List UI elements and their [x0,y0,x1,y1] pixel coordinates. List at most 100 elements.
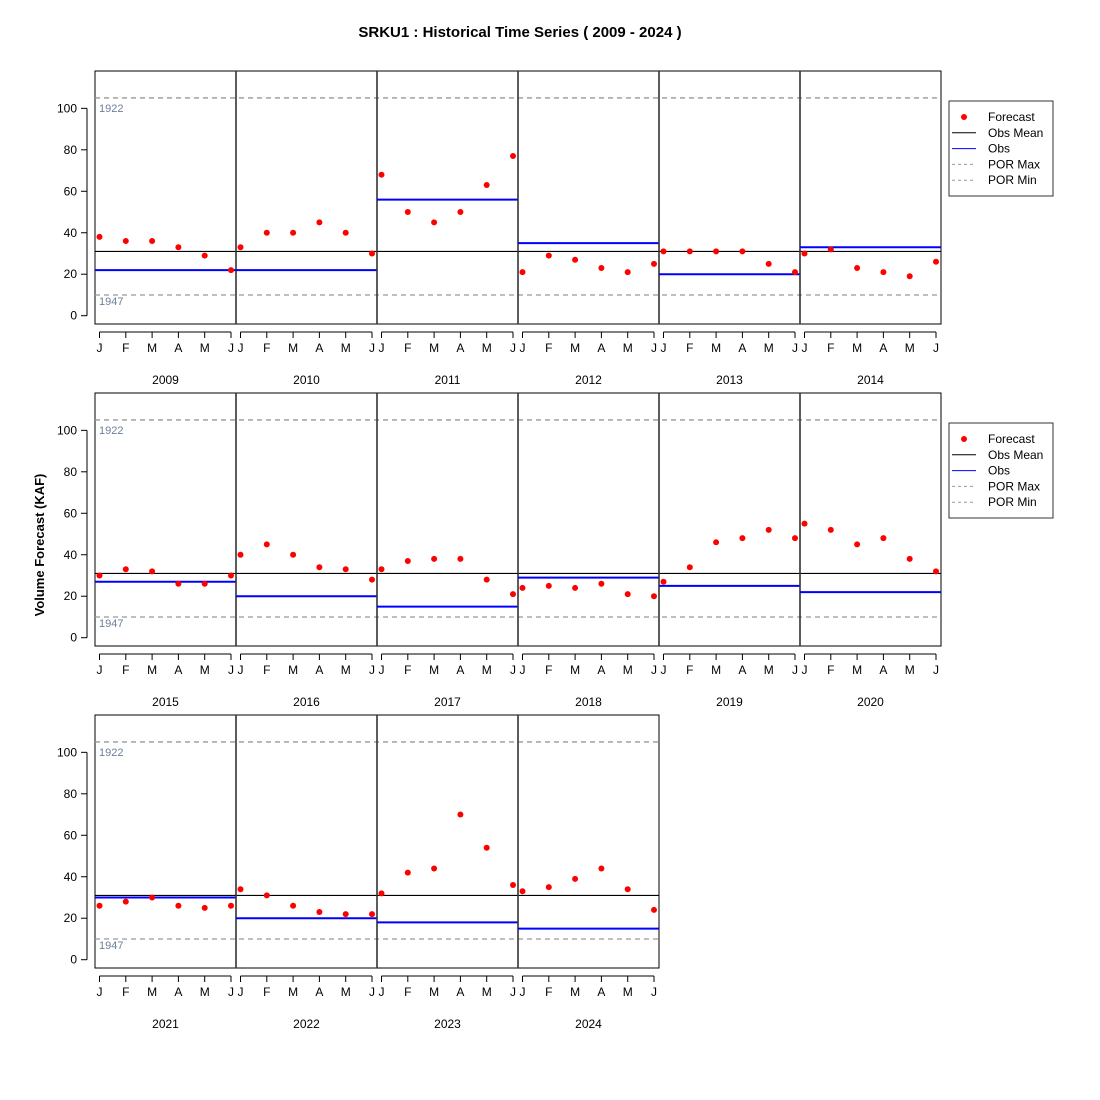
forecast-point [880,535,887,542]
forecast-point [228,267,234,274]
year-label: 2010 [293,373,320,387]
forecast-point [739,535,746,542]
x-tick-label: M [429,663,439,677]
forecast-point [201,580,208,587]
x-tick-label: F [122,341,129,355]
x-tick-label: A [315,985,323,999]
year-label: 2017 [434,695,461,709]
forecast-point [801,250,808,257]
year-panel-2016: J F M A M J 2016 [235,393,377,709]
y-tick-label: 100 [57,101,77,115]
forecast-point [404,209,411,216]
year-label: 2013 [716,373,743,387]
forecast-point [510,153,516,160]
forecast-point [237,244,244,251]
panel-row-1: 1922 1947 0 20 40 60 80 100 J F M A M J 2009 J F M A M J 2010… [57,70,942,387]
year-panel-2015: J F M A M J 2015 [95,566,236,709]
forecast-point [457,209,464,216]
forecast-point [175,244,182,251]
x-tick-label: A [738,341,746,355]
forecast-point [545,884,552,891]
x-tick-label: M [147,663,157,677]
forecast-point [906,273,913,280]
x-tick-label: A [174,341,182,355]
forecast-point [765,260,772,267]
forecast-point [686,564,693,571]
forecast-point [201,904,208,911]
y-tick-label: 20 [64,911,78,925]
forecast-point [316,909,323,916]
forecast-point [201,252,208,259]
forecast-point [765,526,772,533]
forecast-point [96,233,103,240]
forecast-point [880,269,887,276]
forecast-point [519,584,526,591]
x-tick-label: M [852,341,862,355]
x-tick-label: J [379,341,385,355]
year-label: 2020 [857,695,884,709]
forecast-point [404,557,411,564]
x-tick-label: F [263,985,270,999]
legend-label: Obs [988,142,1010,156]
x-tick-label: F [122,663,129,677]
y-tick-label: 100 [57,423,77,437]
y-tick-label: 60 [64,506,78,520]
forecast-point [624,269,631,276]
x-tick-label: M [429,985,439,999]
x-tick-label: A [456,663,464,677]
year-label: 2024 [575,1017,602,1031]
forecast-point [457,555,464,562]
forecast-point [263,541,270,548]
forecast-point [598,865,605,872]
year-panel-2017: J F M A M J 2017 [376,393,518,709]
x-tick-label: M [570,341,580,355]
forecast-point [801,520,808,527]
x-tick-label: M [852,663,862,677]
x-tick-label: M [147,341,157,355]
forecast-point [483,182,490,189]
x-tick-label: F [404,663,411,677]
forecast-point [378,171,385,178]
forecast-point [510,882,516,889]
forecast-point [827,246,834,253]
x-tick-label: M [905,663,915,677]
x-tick-label: A [879,663,887,677]
year-label: 2019 [716,695,743,709]
por-max-year-label: 1922 [99,747,123,759]
x-tick-label: J [238,663,244,677]
panel-row-3: 1922 1947 0 20 40 60 80 100 J F M A M J 2021 J F M A M J 2022… [57,714,660,1031]
x-tick-label: J [379,985,385,999]
forecast-point [660,578,667,585]
forecast-point [122,898,129,905]
forecast-point [906,555,913,562]
x-tick-label: M [570,985,580,999]
legend-label: POR Max [988,479,1040,493]
forecast-point [369,250,375,257]
legend-label: Forecast [988,432,1035,446]
forecast-point [483,576,490,583]
forecast-point [263,229,270,236]
legend-forecast-symbol [961,114,967,120]
x-tick-label: J [97,663,103,677]
x-tick-label: J [520,663,526,677]
forecast-point [175,580,182,587]
legend-label: Obs [988,464,1010,478]
x-tick-label: J [661,341,667,355]
forecast-point [545,252,552,259]
x-tick-label: A [456,341,464,355]
forecast-point [510,591,516,598]
x-tick-label: J [520,985,526,999]
legend-label: Forecast [988,110,1035,124]
forecast-point [713,248,720,255]
x-tick-label: J [510,985,516,999]
x-tick-label: J [510,663,516,677]
forecast-point [431,865,438,872]
forecast-point [933,258,939,265]
forecast-point [686,248,693,255]
forecast-point [713,539,720,546]
x-tick-label: J [228,663,234,677]
x-tick-label: M [623,663,633,677]
